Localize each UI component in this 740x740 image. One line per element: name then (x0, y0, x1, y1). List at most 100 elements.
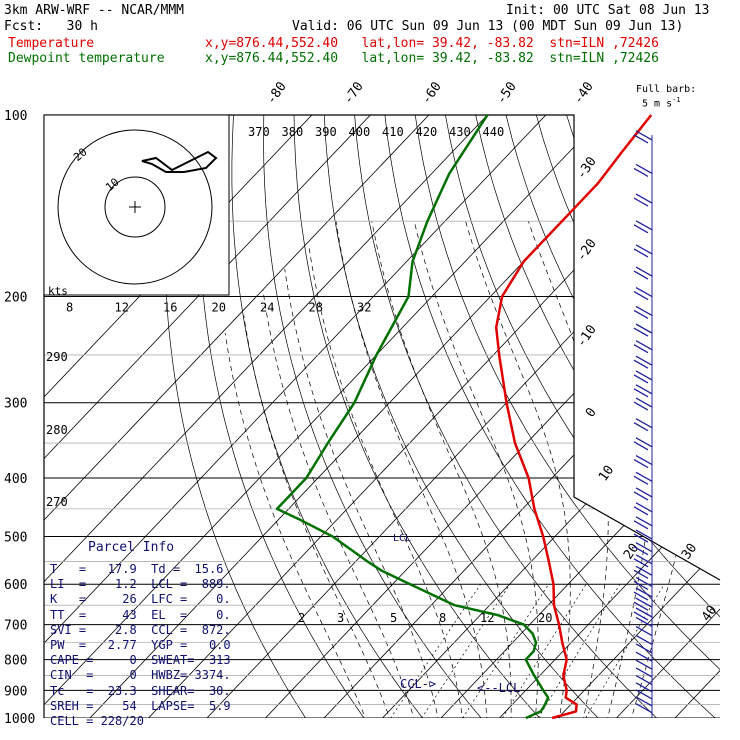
theta-label: 430 (449, 125, 471, 139)
forecast-hour: Fcst: 30 h (4, 19, 98, 34)
dry-adiabat (293, 115, 552, 718)
wind-barb-flag (635, 626, 653, 637)
dry-adiabat (587, 115, 720, 718)
theta-label: 390 (315, 125, 337, 139)
dry-adiabat (705, 115, 720, 718)
theta-label: 380 (282, 125, 304, 139)
wind-barb-flag (633, 520, 649, 530)
wind-barb-flag (633, 546, 649, 556)
dry-adiabat (231, 115, 433, 718)
wind-barb-flag (633, 290, 649, 301)
isotherm-label: -50 (494, 79, 520, 107)
dry-adiabat (646, 115, 720, 718)
wind-scale-label: kts (48, 285, 68, 298)
pressure-label: 200 (4, 291, 27, 306)
wind-barb-flag (633, 569, 649, 579)
wind-barb-flag (633, 475, 649, 485)
theta-label-left: 280 (46, 423, 68, 437)
wind-barb-flag (635, 659, 653, 670)
barb-note-1: Full barb: (636, 84, 697, 95)
wind-barb-flag (633, 134, 649, 144)
wind-barb-flag (635, 455, 653, 466)
dry-adiabat (352, 115, 671, 718)
moist-adiabat (465, 221, 571, 718)
pressure-label: 600 (4, 578, 27, 593)
wind-scale-tick: 12 (115, 301, 129, 315)
wind-barb-flag (633, 506, 649, 516)
isotherm-line (545, 115, 720, 718)
parcel-info-row: K = 26 LFC = 0. (50, 592, 231, 607)
dry-adiabat (735, 87, 740, 730)
pressure-label: 400 (4, 472, 27, 487)
wind-barb-flag (635, 689, 653, 700)
wind-barb-flag (633, 344, 649, 354)
barb-note-2: 5 m s-1 (642, 96, 681, 110)
wind-barb-flag (635, 696, 653, 707)
dry-adiabat (470, 115, 720, 718)
wind-barb-flag (635, 651, 653, 662)
isotherm-line (44, 115, 514, 718)
mixing-ratio-line (413, 584, 511, 718)
wind-barb-flag (633, 491, 649, 501)
wind-barb-flag (635, 616, 653, 628)
wind-barb-flag (633, 558, 649, 568)
temperature-legend: Temperature (8, 36, 95, 51)
wind-barb-flag (635, 220, 653, 231)
wind-barb-flag (633, 270, 649, 280)
isotherm-line (604, 115, 720, 718)
isotherm-label: 20 (621, 541, 642, 562)
isotherm-label: 0 (583, 405, 600, 420)
parcel-info-row: TT = 43 EL = 0. (50, 607, 231, 622)
dry-adiabat (411, 115, 720, 718)
wind-barb-flag (633, 441, 649, 451)
wind-barb-flag (635, 565, 653, 576)
moist-adiabat (243, 315, 395, 718)
wind-barb-flag (635, 370, 653, 381)
wind-barb-flag (633, 422, 649, 432)
isotherm-label: 10 (596, 463, 617, 484)
wind-barb-flag (635, 471, 653, 482)
isotherm-line (721, 87, 740, 730)
isotherm-label: -10 (574, 322, 600, 350)
wind-barb-flag (635, 355, 653, 366)
wind-barb-flag (635, 244, 653, 255)
wind-barb-flag (635, 305, 653, 317)
wind-barb-flag (635, 193, 653, 204)
theta-label: 400 (349, 125, 371, 139)
wind-barb-flag (635, 397, 653, 408)
wind-scale-tick: 28 (309, 301, 323, 315)
dewpoint-profile (275, 114, 550, 720)
wind-barb-flag (635, 542, 653, 553)
isotherm-line (662, 115, 720, 718)
isotherm-label: -20 (574, 236, 600, 264)
ccl-label: CCL-> (400, 677, 436, 691)
wind-barb-flag (633, 601, 649, 611)
isotherm-line (487, 115, 720, 718)
wind-scale-tick: 24 (260, 301, 274, 315)
isotherm-line (44, 115, 456, 718)
mixing-ratio-label: 8 (439, 611, 446, 625)
isotherm-line (428, 115, 720, 718)
parcel-info-row: SVI = 2.8 CCL = 872. (50, 622, 231, 637)
isotherm-label: -40 (571, 79, 597, 107)
isotherm-line (194, 115, 720, 718)
init-time: Init: 00 UTC Sat 08 Jun 13 (506, 3, 710, 18)
moist-adiabat (262, 289, 418, 718)
wind-barb-flag (633, 374, 649, 384)
pressure-label: 500 (4, 530, 27, 545)
moist-adiabat (284, 268, 441, 718)
wind-barb-flag (635, 286, 653, 298)
wind-barb-flag (633, 197, 649, 207)
isotherm-label: -80 (264, 79, 290, 107)
wind-barb-flag (635, 682, 653, 693)
pressure-label: 1000 (4, 712, 35, 727)
temperature-profile (494, 114, 653, 720)
pressure-label: 300 (4, 397, 27, 412)
dry-adiabat (675, 115, 720, 718)
wind-scale-tick: 20 (212, 301, 226, 315)
pressure-label: 700 (4, 619, 27, 634)
wind-barb-flag (633, 167, 649, 178)
isotherm-line (44, 115, 631, 718)
